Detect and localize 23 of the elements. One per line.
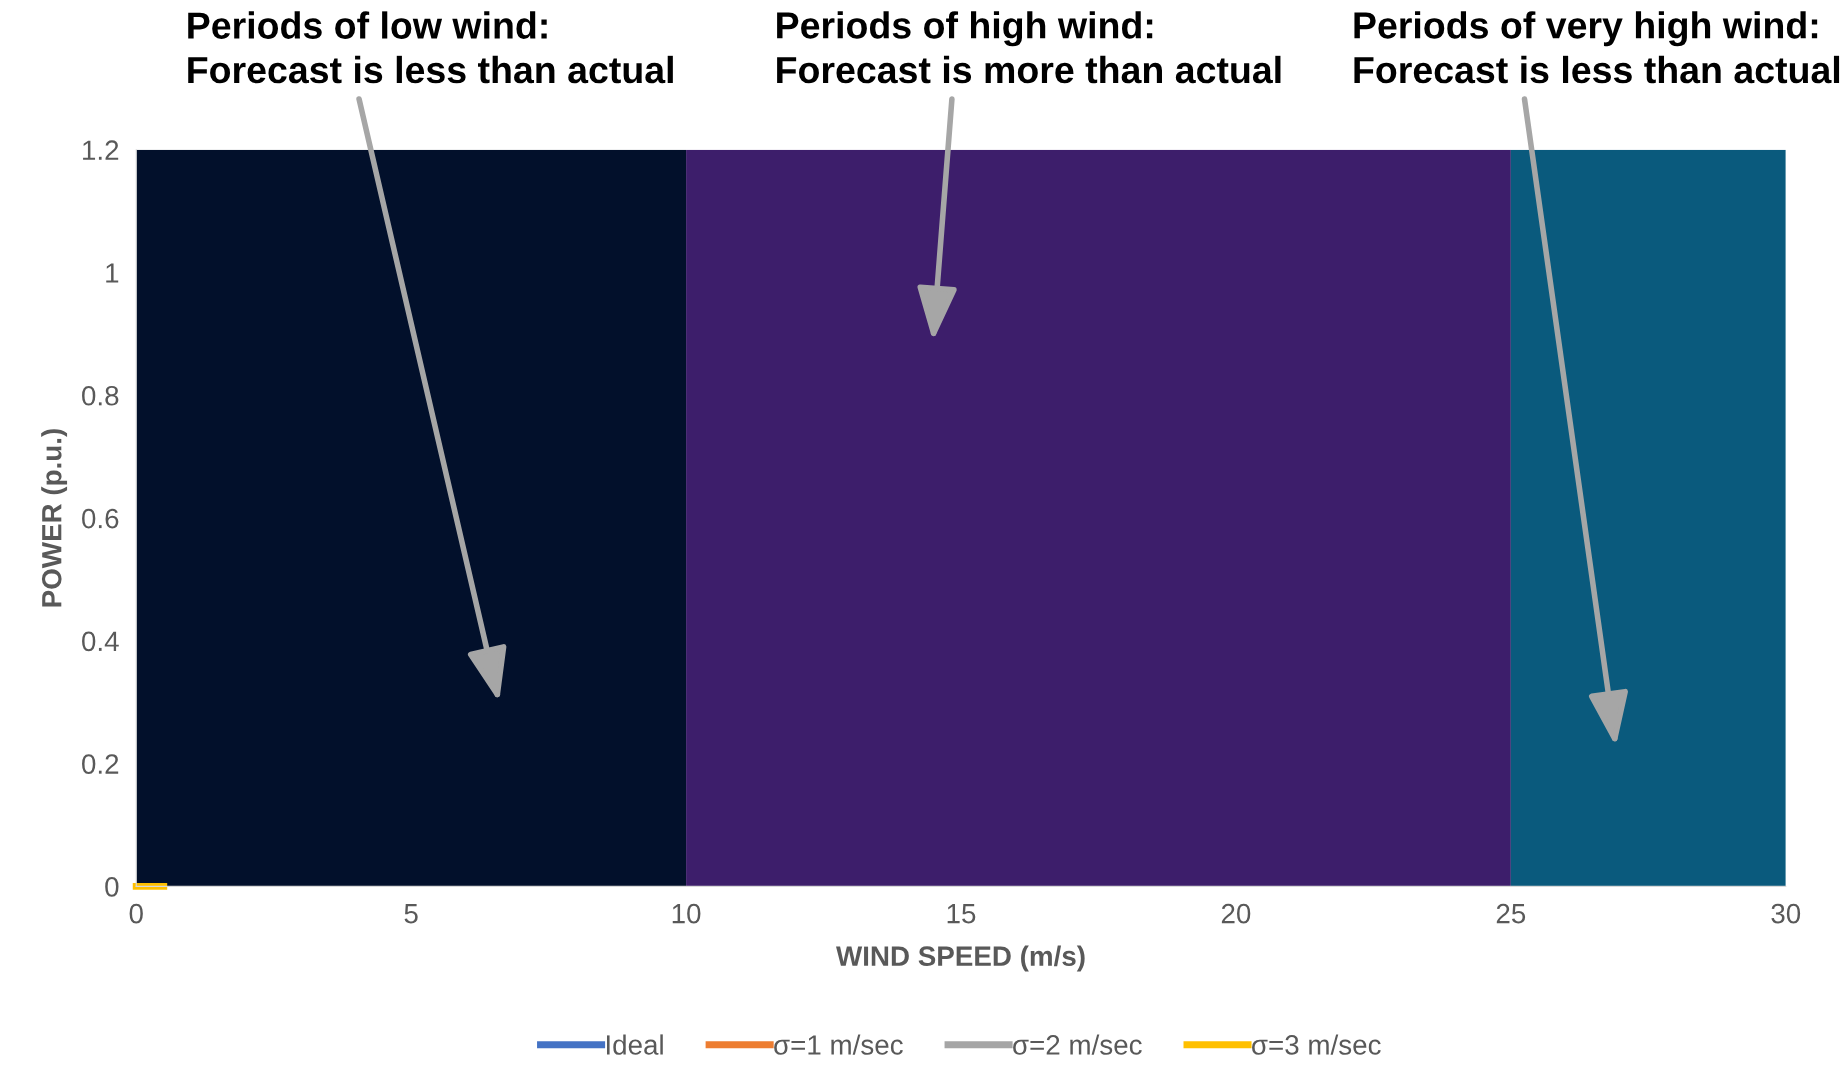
legend-label: σ=1 m/sec <box>774 1034 903 1055</box>
legend-label: Ideal <box>606 1034 663 1055</box>
y-tick-label: 0.8 <box>82 385 119 406</box>
x-tick-label: 5 <box>404 904 418 924</box>
y-tick-label: 1 <box>106 263 119 283</box>
text: Periods of very high wind: Forecast is less than actual <box>1354 11 1840 84</box>
y-axis-title: POWER (p.u.) <box>41 429 68 607</box>
y-tick-label: 0.6 <box>82 508 119 529</box>
x-tick-label: 25 <box>1496 903 1526 924</box>
text: Periods of high wind: Forecast is more than actual <box>777 11 1281 84</box>
x-tick-label: 20 <box>1221 903 1251 924</box>
y-tick-label: 1.2 <box>83 140 119 160</box>
y-tick-label: 0 <box>105 877 119 897</box>
legend-label: σ=2 m/sec <box>1013 1034 1142 1055</box>
y-tick-label: 0.4 <box>82 631 119 652</box>
x-axis-title: WIND SPEED (m/s) <box>836 945 1085 972</box>
x-tick-label: 10 <box>672 903 701 924</box>
text: Periods of low wind: Forecast is less than actual <box>188 11 673 84</box>
x-tick-label: 15 <box>947 904 976 924</box>
x-tick-label: 0 <box>129 903 143 924</box>
y-tick-label: 0.2 <box>82 754 119 774</box>
x-tick-label: 30 <box>1771 903 1801 924</box>
legend-label: σ=3 m/sec <box>1252 1034 1381 1055</box>
